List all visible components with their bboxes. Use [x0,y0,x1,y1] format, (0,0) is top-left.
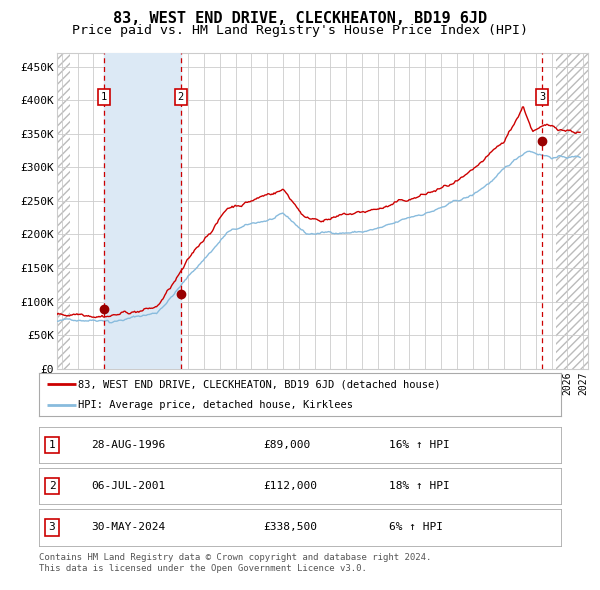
Text: 83, WEST END DRIVE, CLECKHEATON, BD19 6JD: 83, WEST END DRIVE, CLECKHEATON, BD19 6J… [113,11,487,25]
Text: £89,000: £89,000 [263,440,311,450]
Text: Price paid vs. HM Land Registry's House Price Index (HPI): Price paid vs. HM Land Registry's House … [72,24,528,37]
Text: 1: 1 [101,92,107,102]
Text: £338,500: £338,500 [263,523,317,532]
Bar [104,53,181,369]
Text: 1: 1 [49,440,55,450]
Text: 18% ↑ HPI: 18% ↑ HPI [389,481,449,491]
Text: 3: 3 [539,92,545,102]
Bar [57,53,70,369]
Text: 30-MAY-2024: 30-MAY-2024 [91,523,166,532]
Text: 16% ↑ HPI: 16% ↑ HPI [389,440,449,450]
Text: 6% ↑ HPI: 6% ↑ HPI [389,523,443,532]
Text: 83, WEST END DRIVE, CLECKHEATON, BD19 6JD (detached house): 83, WEST END DRIVE, CLECKHEATON, BD19 6J… [78,379,440,389]
Text: £112,000: £112,000 [263,481,317,491]
Text: 2: 2 [178,92,184,102]
Text: 28-AUG-1996: 28-AUG-1996 [91,440,166,450]
Bar [556,53,588,369]
Text: 2: 2 [49,481,55,491]
Text: 06-JUL-2001: 06-JUL-2001 [91,481,166,491]
Text: Contains HM Land Registry data © Crown copyright and database right 2024.
This d: Contains HM Land Registry data © Crown c… [39,553,431,573]
Text: HPI: Average price, detached house, Kirklees: HPI: Average price, detached house, Kirk… [78,401,353,410]
Text: 3: 3 [49,523,55,532]
